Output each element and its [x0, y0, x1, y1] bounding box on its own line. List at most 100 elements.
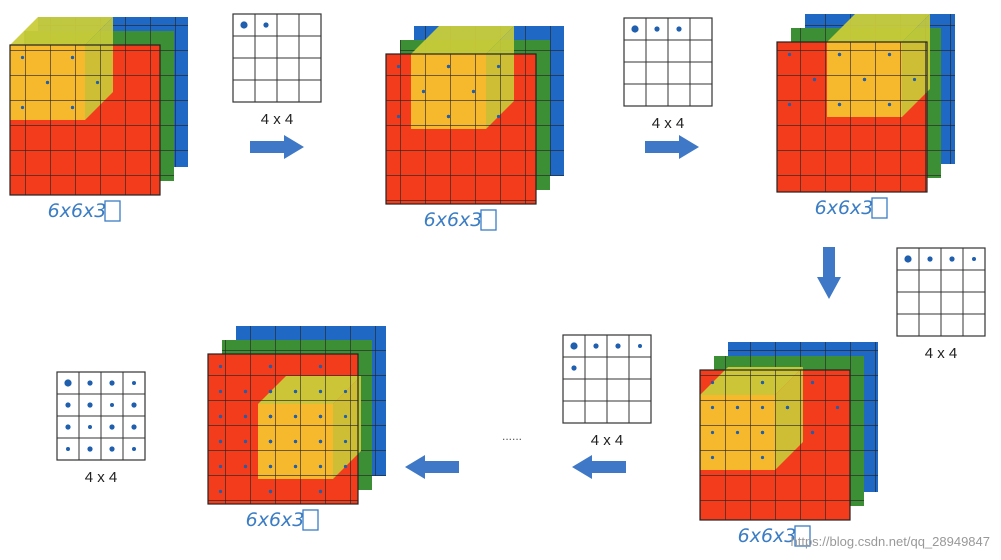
output-dot — [109, 380, 115, 386]
visit-dot — [446, 64, 451, 69]
output-dot — [927, 256, 933, 262]
filter-top-face — [411, 26, 514, 54]
visit-dot — [912, 77, 917, 82]
visit-dot — [343, 464, 348, 469]
channel-box — [794, 525, 811, 547]
output-size-label: 4 x 4 — [591, 432, 624, 449]
arrow-shape — [645, 135, 699, 159]
channel-box — [302, 509, 319, 531]
visit-dot — [243, 389, 248, 394]
visit-dot — [243, 464, 248, 469]
visit-dot — [760, 455, 765, 460]
visit-dot — [318, 364, 323, 369]
red-channel-grid — [9, 44, 161, 196]
red-channel-grid — [776, 41, 928, 193]
output-dot — [904, 255, 912, 263]
visit-dot — [268, 464, 273, 469]
visit-dot — [760, 380, 765, 385]
visit-dot — [421, 89, 426, 94]
arrow-left-1 — [572, 455, 626, 479]
visit-dot — [396, 114, 401, 119]
visit-dot — [887, 52, 892, 57]
output-dot — [66, 447, 70, 451]
visit-dot — [343, 414, 348, 419]
input-dimension-label: 6x6x3 — [738, 525, 797, 547]
red-channel-grid — [699, 369, 851, 521]
visit-dot — [218, 364, 223, 369]
channel-box — [871, 197, 888, 219]
output-dot — [240, 21, 248, 29]
visit-dot — [218, 389, 223, 394]
red-channel-grid — [385, 53, 537, 205]
arrow-down — [817, 247, 841, 299]
visit-dot — [218, 464, 223, 469]
arrow-right-1 — [250, 135, 304, 159]
output-dot — [132, 381, 136, 385]
visit-dot — [293, 464, 298, 469]
visit-dot — [862, 77, 867, 82]
visit-dot — [810, 430, 815, 435]
output-dot — [949, 256, 955, 262]
output-dot — [109, 446, 115, 452]
visit-dot — [343, 439, 348, 444]
output-size-label: 4 x 4 — [85, 469, 118, 486]
visit-dot — [218, 439, 223, 444]
output-dot — [570, 342, 578, 350]
visit-dot — [446, 114, 451, 119]
output-dot — [571, 365, 577, 371]
output-dot — [110, 403, 114, 407]
visit-dot — [710, 455, 715, 460]
channel-box — [104, 200, 121, 222]
visit-dot — [268, 389, 273, 394]
output-dot — [593, 343, 599, 349]
visit-dot — [835, 405, 840, 410]
visit-dot — [735, 405, 740, 410]
visit-dot — [710, 380, 715, 385]
output-dot — [109, 424, 115, 430]
output-grid-final: 4 x 4 — [56, 371, 146, 486]
arrow-right-2 — [645, 135, 699, 159]
visit-dot — [318, 464, 323, 469]
visit-dot — [471, 89, 476, 94]
output-dot — [87, 380, 93, 386]
input-volume-step-4: 6x6x3 — [699, 342, 878, 547]
visit-dot — [787, 52, 792, 57]
visit-dot — [293, 414, 298, 419]
output-grid-step-2: 4 x 4 — [623, 17, 713, 132]
visit-dot — [496, 64, 501, 69]
ellipsis: ...... — [502, 429, 522, 443]
visit-dot — [810, 380, 815, 385]
visit-dot — [20, 55, 25, 60]
visit-dot — [95, 80, 100, 85]
visit-dot — [268, 414, 273, 419]
visit-dot — [785, 405, 790, 410]
output-dot — [631, 25, 639, 33]
visit-dot — [268, 489, 273, 494]
input-dimension-label: 6x6x3 — [815, 197, 874, 219]
visit-dot — [268, 364, 273, 369]
output-dot — [263, 22, 269, 28]
filter-top-face — [827, 14, 930, 42]
visit-dot — [293, 439, 298, 444]
visit-dot — [887, 102, 892, 107]
visit-dot — [293, 389, 298, 394]
visit-dot — [70, 55, 75, 60]
output-dot — [65, 402, 71, 408]
visit-dot — [318, 439, 323, 444]
visit-dot — [343, 389, 348, 394]
visit-dot — [837, 52, 842, 57]
visit-dot — [837, 102, 842, 107]
input-dimension-label: 6x6x3 — [48, 200, 107, 222]
visit-dot — [710, 430, 715, 435]
channel-box — [480, 209, 497, 231]
output-grid-step-4: 4 x 4 — [562, 334, 652, 449]
watermark-text: https://blog.csdn.net/qq_28949847 — [791, 534, 991, 549]
output-dot — [131, 402, 137, 408]
visit-dot — [318, 414, 323, 419]
visit-dot — [218, 414, 223, 419]
output-grid-step-1: 4 x 4 — [232, 13, 322, 128]
visit-dot — [396, 64, 401, 69]
visit-dot — [760, 405, 765, 410]
arrow-shape — [572, 455, 626, 479]
arrow-shape — [817, 247, 841, 299]
